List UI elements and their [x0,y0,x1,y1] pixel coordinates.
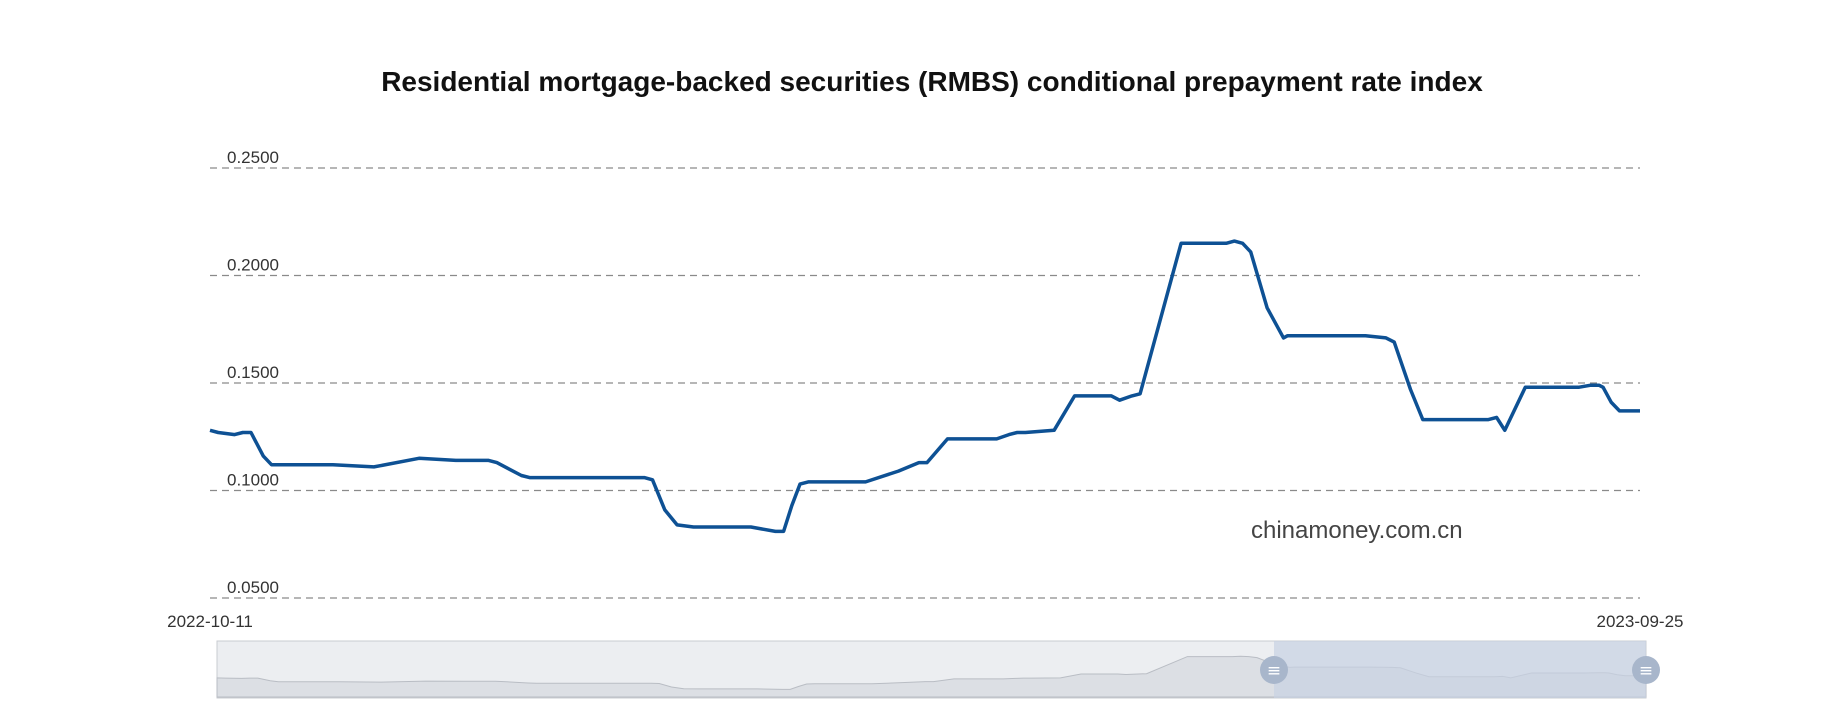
y-axis-labels: 0.2500 0.2000 0.1500 0.1000 0.0500 [227,148,279,597]
y-tick-label: 0.0500 [227,578,279,597]
chart-title: Residential mortgage-backed securities (… [381,66,1483,97]
y-tick-label: 0.1500 [227,363,279,382]
y-tick-label: 0.2000 [227,256,279,275]
svg-text:≡: ≡ [1267,661,1281,681]
slider-left-handle[interactable]: ≡ [1260,656,1288,684]
x-axis-end-label: 2023-09-25 [1597,612,1684,631]
svg-text:≡: ≡ [1639,661,1653,681]
y-tick-label: 0.1000 [227,471,279,490]
watermark-text: chinamoney.com.cn [1251,517,1463,544]
slider-selected-window[interactable] [1274,641,1646,698]
x-axis-start-label: 2022-10-11 [167,612,253,631]
series-line [209,239,1640,534]
slider-right-handle[interactable]: ≡ [1632,656,1660,684]
y-tick-label: 0.2500 [227,148,279,167]
date-range-slider[interactable]: ≡ ≡ [216,640,1660,699]
gridlines [210,167,1640,599]
